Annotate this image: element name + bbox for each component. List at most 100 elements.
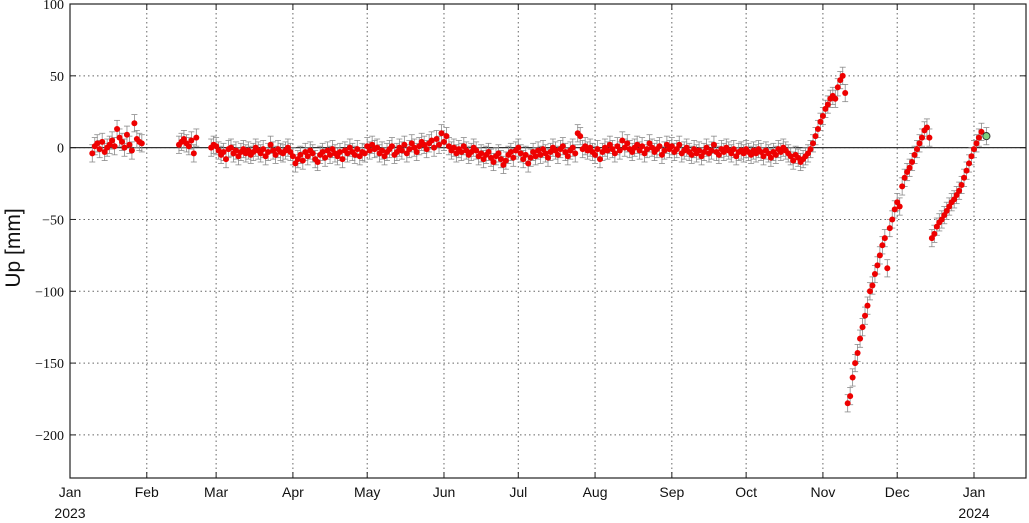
data-point — [864, 302, 871, 309]
data-point — [577, 133, 584, 140]
data-point — [128, 147, 135, 154]
data-point — [696, 147, 703, 154]
data-point — [956, 187, 963, 194]
y-axis-label: Up [mm] — [2, 208, 25, 287]
data-point — [406, 146, 413, 153]
x-tick-label: Apr — [282, 484, 304, 500]
data-point — [532, 153, 539, 160]
x-tick-label: Feb — [135, 484, 159, 500]
data-point — [188, 137, 195, 144]
data-point — [708, 147, 715, 154]
data-point — [978, 128, 985, 135]
data-point — [824, 101, 831, 108]
x-tick-label: Jun — [433, 484, 456, 500]
data-point — [361, 150, 368, 157]
data-point — [478, 150, 485, 157]
data-point — [525, 160, 532, 167]
data-point — [866, 288, 873, 295]
data-point — [309, 150, 316, 157]
data-point — [842, 90, 849, 97]
data-point — [227, 144, 234, 151]
data-point — [123, 131, 130, 138]
data-point — [611, 150, 618, 157]
data-point — [852, 360, 859, 367]
data-point — [891, 206, 898, 213]
data-point — [879, 242, 886, 249]
data-point — [966, 160, 973, 167]
x-tick-label: Jan — [963, 484, 986, 500]
data-point — [473, 147, 480, 154]
data-point — [96, 146, 103, 153]
data-point — [839, 72, 846, 79]
data-point — [847, 393, 854, 400]
data-point — [89, 150, 96, 157]
data-point — [844, 400, 851, 407]
data-point — [973, 140, 980, 147]
y-tick-label: −150 — [35, 357, 64, 372]
data-point — [975, 134, 982, 141]
data-point — [688, 151, 695, 158]
data-point — [319, 148, 326, 155]
data-point — [185, 143, 192, 150]
x-tick-labels: Jan Feb Mar Apr May Jun Jul Aug Sep Oct Nov Dec Jan — [59, 484, 986, 500]
data-point — [223, 156, 230, 163]
data-point — [433, 136, 440, 143]
data-point — [884, 265, 891, 272]
x-tick-label: Nov — [810, 484, 835, 500]
data-point — [428, 137, 435, 144]
data-point — [485, 148, 492, 155]
data-point — [923, 124, 930, 131]
data-point — [889, 216, 896, 223]
data-point — [289, 153, 296, 160]
data-point — [857, 335, 864, 342]
data-point — [760, 153, 767, 160]
data-point — [916, 140, 923, 147]
data-point — [232, 147, 239, 154]
y-tick-label: −200 — [35, 429, 64, 444]
data-point — [554, 151, 561, 158]
data-point — [604, 147, 611, 154]
y-tick-label: −50 — [42, 213, 64, 228]
data-point — [819, 113, 826, 120]
plot-frame — [69, 3, 1027, 479]
data-point — [438, 130, 445, 137]
data-point — [859, 324, 866, 331]
data-point — [812, 133, 819, 140]
data-point — [265, 148, 272, 155]
data-point — [862, 312, 869, 319]
data-point — [436, 141, 443, 148]
data-point — [911, 151, 918, 158]
data-point — [886, 225, 893, 232]
data-point — [926, 134, 933, 141]
data-point — [814, 125, 821, 132]
data-point — [876, 252, 883, 259]
data-point — [495, 150, 502, 157]
data-point — [327, 151, 334, 158]
data-point — [297, 151, 304, 158]
data-point — [413, 148, 420, 155]
data-point — [114, 125, 121, 132]
y-tick-label: −100 — [35, 285, 64, 300]
data-point — [537, 151, 544, 158]
data-point — [572, 150, 579, 157]
data-point — [639, 143, 646, 150]
data-point — [644, 146, 651, 153]
data-point — [661, 147, 668, 154]
data-point — [710, 141, 717, 148]
data-point — [314, 159, 321, 165]
data-point — [119, 138, 126, 145]
data-point — [336, 148, 343, 155]
data-point — [869, 282, 876, 289]
y-tick-label: 0 — [57, 142, 64, 157]
data-point — [832, 95, 839, 102]
data-point — [510, 154, 517, 161]
x-tick-label: May — [354, 484, 380, 500]
data-point — [398, 147, 405, 154]
data-point — [564, 153, 571, 160]
data-point — [515, 144, 522, 151]
x-tick-label: Oct — [735, 484, 757, 500]
data-point — [527, 154, 534, 161]
data-point — [871, 271, 878, 278]
data-point — [616, 147, 623, 154]
data-point — [423, 146, 430, 153]
